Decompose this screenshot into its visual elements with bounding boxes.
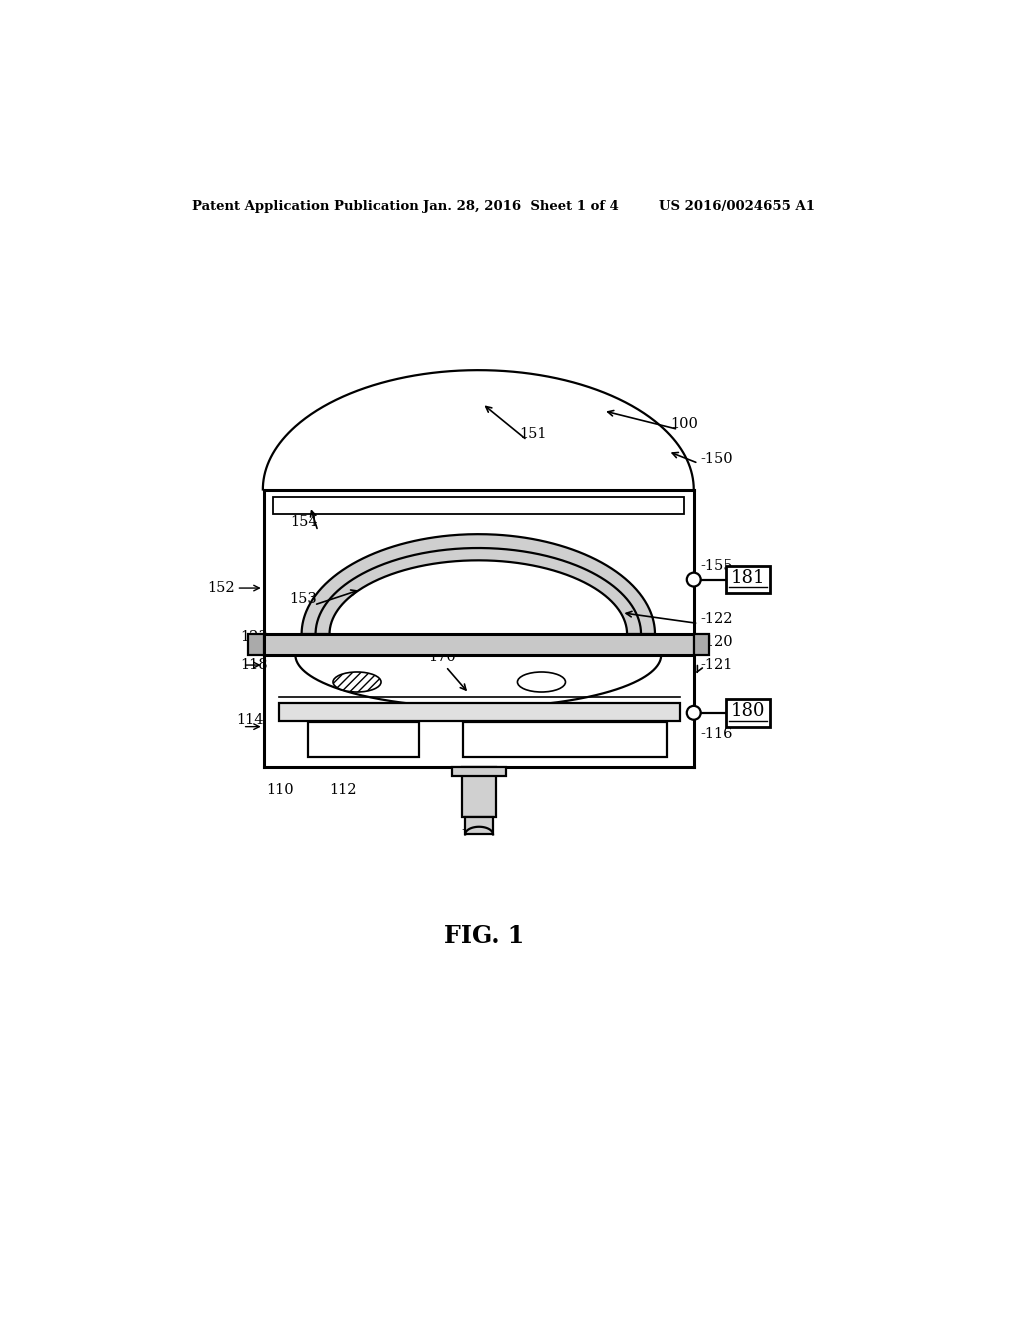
Text: 118: 118 <box>241 659 268 672</box>
Text: 142: 142 <box>559 735 587 748</box>
Ellipse shape <box>333 672 381 692</box>
Text: 180: 180 <box>731 702 765 721</box>
Polygon shape <box>726 566 770 594</box>
Text: -121: -121 <box>700 659 732 672</box>
Polygon shape <box>280 702 680 721</box>
Text: 112: 112 <box>330 783 357 797</box>
Text: 141: 141 <box>475 735 503 748</box>
Polygon shape <box>465 817 493 834</box>
Polygon shape <box>726 700 770 726</box>
Text: 154: 154 <box>291 515 318 529</box>
Text: Patent Application Publication: Patent Application Publication <box>191 199 418 213</box>
Text: US 2016/0024655 A1: US 2016/0024655 A1 <box>658 199 815 213</box>
Text: -150: -150 <box>700 451 732 466</box>
Text: -120: -120 <box>700 635 732 649</box>
Polygon shape <box>693 635 710 655</box>
Text: 60: 60 <box>381 735 399 748</box>
Text: -116: -116 <box>700 727 732 742</box>
Polygon shape <box>248 635 263 655</box>
Text: 114: 114 <box>237 714 264 727</box>
Polygon shape <box>273 498 684 515</box>
Text: 181: 181 <box>731 569 765 587</box>
Circle shape <box>687 706 700 719</box>
Text: -122: -122 <box>700 612 732 626</box>
Polygon shape <box>308 722 419 758</box>
Polygon shape <box>462 767 496 817</box>
Polygon shape <box>302 535 655 635</box>
Polygon shape <box>452 767 506 776</box>
Text: FIG. 1: FIG. 1 <box>444 924 524 948</box>
Text: 100: 100 <box>671 417 698 432</box>
Text: 143: 143 <box>321 735 348 748</box>
Ellipse shape <box>517 672 565 692</box>
Polygon shape <box>463 722 667 758</box>
Text: -155: -155 <box>700 560 732 573</box>
Text: 170: 170 <box>429 651 457 664</box>
Text: -160: -160 <box>461 822 494 837</box>
Circle shape <box>687 573 700 586</box>
Text: 110: 110 <box>266 783 294 797</box>
Text: 140: 140 <box>521 735 549 748</box>
Text: 151: 151 <box>519 428 547 441</box>
Polygon shape <box>263 635 693 655</box>
Text: 152: 152 <box>207 581 234 595</box>
Text: Jan. 28, 2016  Sheet 1 of 4: Jan. 28, 2016 Sheet 1 of 4 <box>423 199 618 213</box>
Text: 123: 123 <box>241 631 268 644</box>
Text: 153: 153 <box>289 591 317 606</box>
